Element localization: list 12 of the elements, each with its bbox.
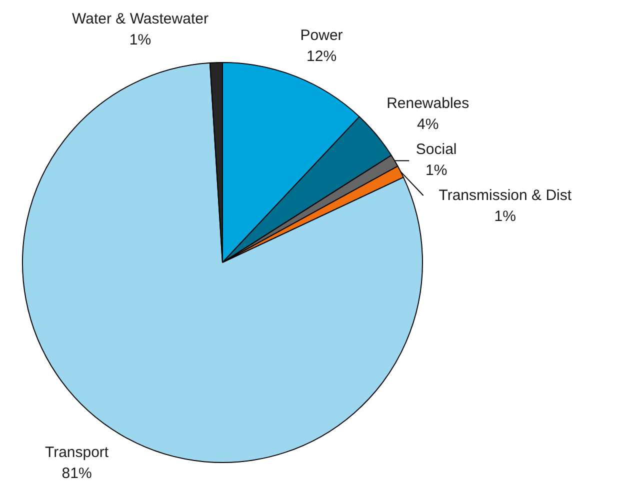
- data-label: 1%: [129, 32, 152, 49]
- slice-label: Power: [300, 26, 343, 44]
- slice-label: Water & Wastewater: [72, 10, 208, 28]
- data-label: 4%: [417, 116, 439, 133]
- slice-label: Transmission & Dist: [438, 186, 572, 204]
- slice-label: Renewables: [386, 94, 470, 112]
- slice-label: Social: [416, 140, 457, 158]
- slice-label: Transport: [44, 444, 110, 462]
- data-label: 1%: [425, 162, 448, 179]
- data-label: 81%: [62, 465, 92, 482]
- data-label: 12%: [306, 48, 337, 65]
- data-label: 1%: [494, 208, 516, 225]
